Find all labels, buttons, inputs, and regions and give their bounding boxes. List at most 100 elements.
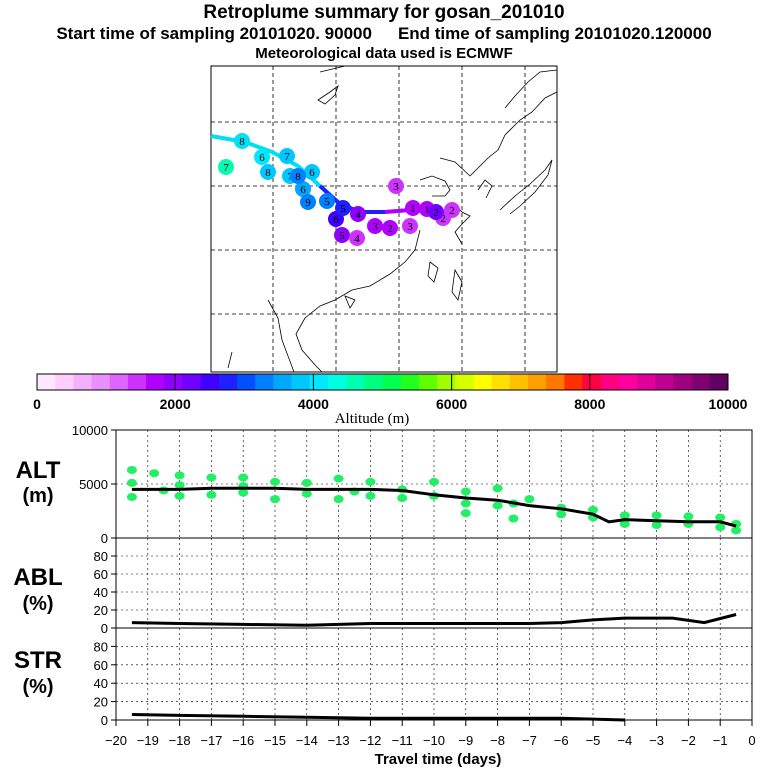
marker-dot (349, 230, 365, 246)
scatter-point (270, 495, 280, 504)
end-time-label: End time of sampling 20101020.120000 (397, 24, 712, 43)
x-tick-label: −5 (586, 733, 601, 748)
marker-label: 7 (223, 162, 229, 174)
x-tick-label: −12 (359, 733, 381, 748)
scatter-point (174, 491, 185, 500)
marker-label: 2 (433, 207, 439, 219)
colorbar-swatch (55, 374, 74, 390)
marker-label: 4 (355, 209, 361, 221)
trajectory-marker: 7 (218, 159, 234, 175)
scatter-point (126, 465, 137, 474)
y-tick-label: 80 (94, 549, 108, 564)
colorbar-swatch (655, 374, 674, 390)
map-graticule (211, 66, 557, 372)
colorbar-label: Altitude (m) (335, 411, 410, 427)
scatter-point (460, 487, 471, 496)
trajectory-marker: 3 (402, 218, 418, 234)
colorbar-swatch (618, 374, 638, 390)
marker-dot (350, 206, 366, 222)
scatter-point (683, 512, 694, 521)
colorbar-swatch (127, 374, 147, 390)
scatter-point (365, 491, 376, 500)
x-tick-label: −13 (328, 733, 350, 748)
scatter-point (397, 494, 408, 503)
colorbar-swatch (491, 374, 511, 390)
scatter-point (238, 473, 249, 482)
colorbar-swatch (364, 374, 383, 390)
marker-label: 6 (333, 214, 339, 226)
scatter-point (508, 514, 519, 523)
marker-dot (295, 181, 311, 197)
x-tick-label: −16 (232, 733, 254, 748)
time-series-panels: 0500010000ALT(m)020406080ABL(%)020406080… (13, 423, 753, 728)
marker-label: 5 (324, 196, 330, 208)
trajectory-marker: 8 (234, 133, 250, 149)
marker-label: 1 (424, 204, 430, 216)
colorbar-swatch (164, 374, 183, 390)
scatter-point (174, 481, 185, 490)
scatter-point (556, 510, 567, 519)
marker-dot (304, 164, 320, 180)
colorbar-swatch (73, 374, 93, 390)
colorbar-swatch (255, 374, 274, 390)
x-tick-label: −4 (617, 733, 632, 748)
y-tick-label: 80 (94, 639, 108, 654)
marker-label: 3 (393, 181, 399, 193)
marker-label: 4 (354, 233, 360, 245)
x-tick-label: −20 (105, 733, 127, 748)
marker-dot (234, 133, 250, 149)
trajectory-marker: 8 (290, 168, 306, 184)
x-tick-label: −19 (137, 733, 159, 748)
scatter-point (126, 492, 137, 501)
marker-dot (402, 218, 418, 234)
y-tick-label: 0 (101, 531, 108, 546)
x-axis: −20 −19 −18 −17 −16 −15 −14 −13 −12 −11 −10 −9 −8 −7−… (105, 720, 756, 748)
colorbar-ticks: 0 2000 4000 6000 8000 10000 (33, 374, 748, 412)
trajectory-marker: 2 (428, 204, 444, 220)
colorbar-swatch (473, 374, 493, 390)
scatter-point (492, 501, 503, 510)
scatter-point (174, 471, 185, 480)
colorbar-tick-label: 8000 (574, 396, 605, 412)
marker-dot (290, 168, 306, 184)
series-line-abl (131, 613, 737, 627)
marker-label: 1 (410, 203, 416, 215)
colorbar-swatch (709, 374, 729, 390)
scatter-point (301, 489, 312, 498)
x-tick-label: −2 (681, 733, 696, 748)
marker-label: 6 (309, 167, 315, 179)
colorbar-swatch (418, 374, 438, 390)
marker-label: 8 (239, 136, 245, 148)
y-tick-label: 10000 (72, 423, 108, 438)
y-axis-unit: (m) (22, 485, 53, 507)
scatter-point (301, 478, 312, 487)
scatter-point (460, 499, 471, 508)
marker-label: 5 (340, 203, 346, 215)
colorbar-tick-label: 4000 (298, 396, 329, 412)
panel-alt: 0 5000 10000 ALT(m) (16, 423, 753, 546)
colorbar-swatch (291, 374, 311, 390)
sampling-times: Start time of sampling 20101020. 90000 En… (0, 24, 768, 44)
marker-label: 2 (440, 213, 446, 225)
scatter-point (715, 523, 726, 532)
scatter-point (731, 526, 742, 535)
colorbar-swatch (582, 374, 602, 390)
marker-dot (319, 193, 335, 209)
colorbar-tick-label: 10000 (709, 396, 748, 412)
colorbar-swatch (346, 374, 365, 390)
trajectory-marker: 5 (335, 200, 351, 216)
marker-label: 9 (305, 197, 311, 209)
marker-dot (388, 178, 404, 194)
panel-abl: 0 20 40 60 80 ABL(%) (13, 537, 753, 636)
marker-label: 6 (259, 152, 265, 164)
colorbar-swatch (382, 374, 402, 390)
x-tick-label: −8 (490, 733, 505, 748)
y-tick-label: 40 (94, 676, 108, 691)
scatter-point (365, 477, 376, 486)
scatter-point (126, 478, 137, 487)
y-axis-unit: (%) (22, 593, 53, 615)
scatter-point (588, 505, 598, 514)
marker-dot (254, 149, 270, 165)
